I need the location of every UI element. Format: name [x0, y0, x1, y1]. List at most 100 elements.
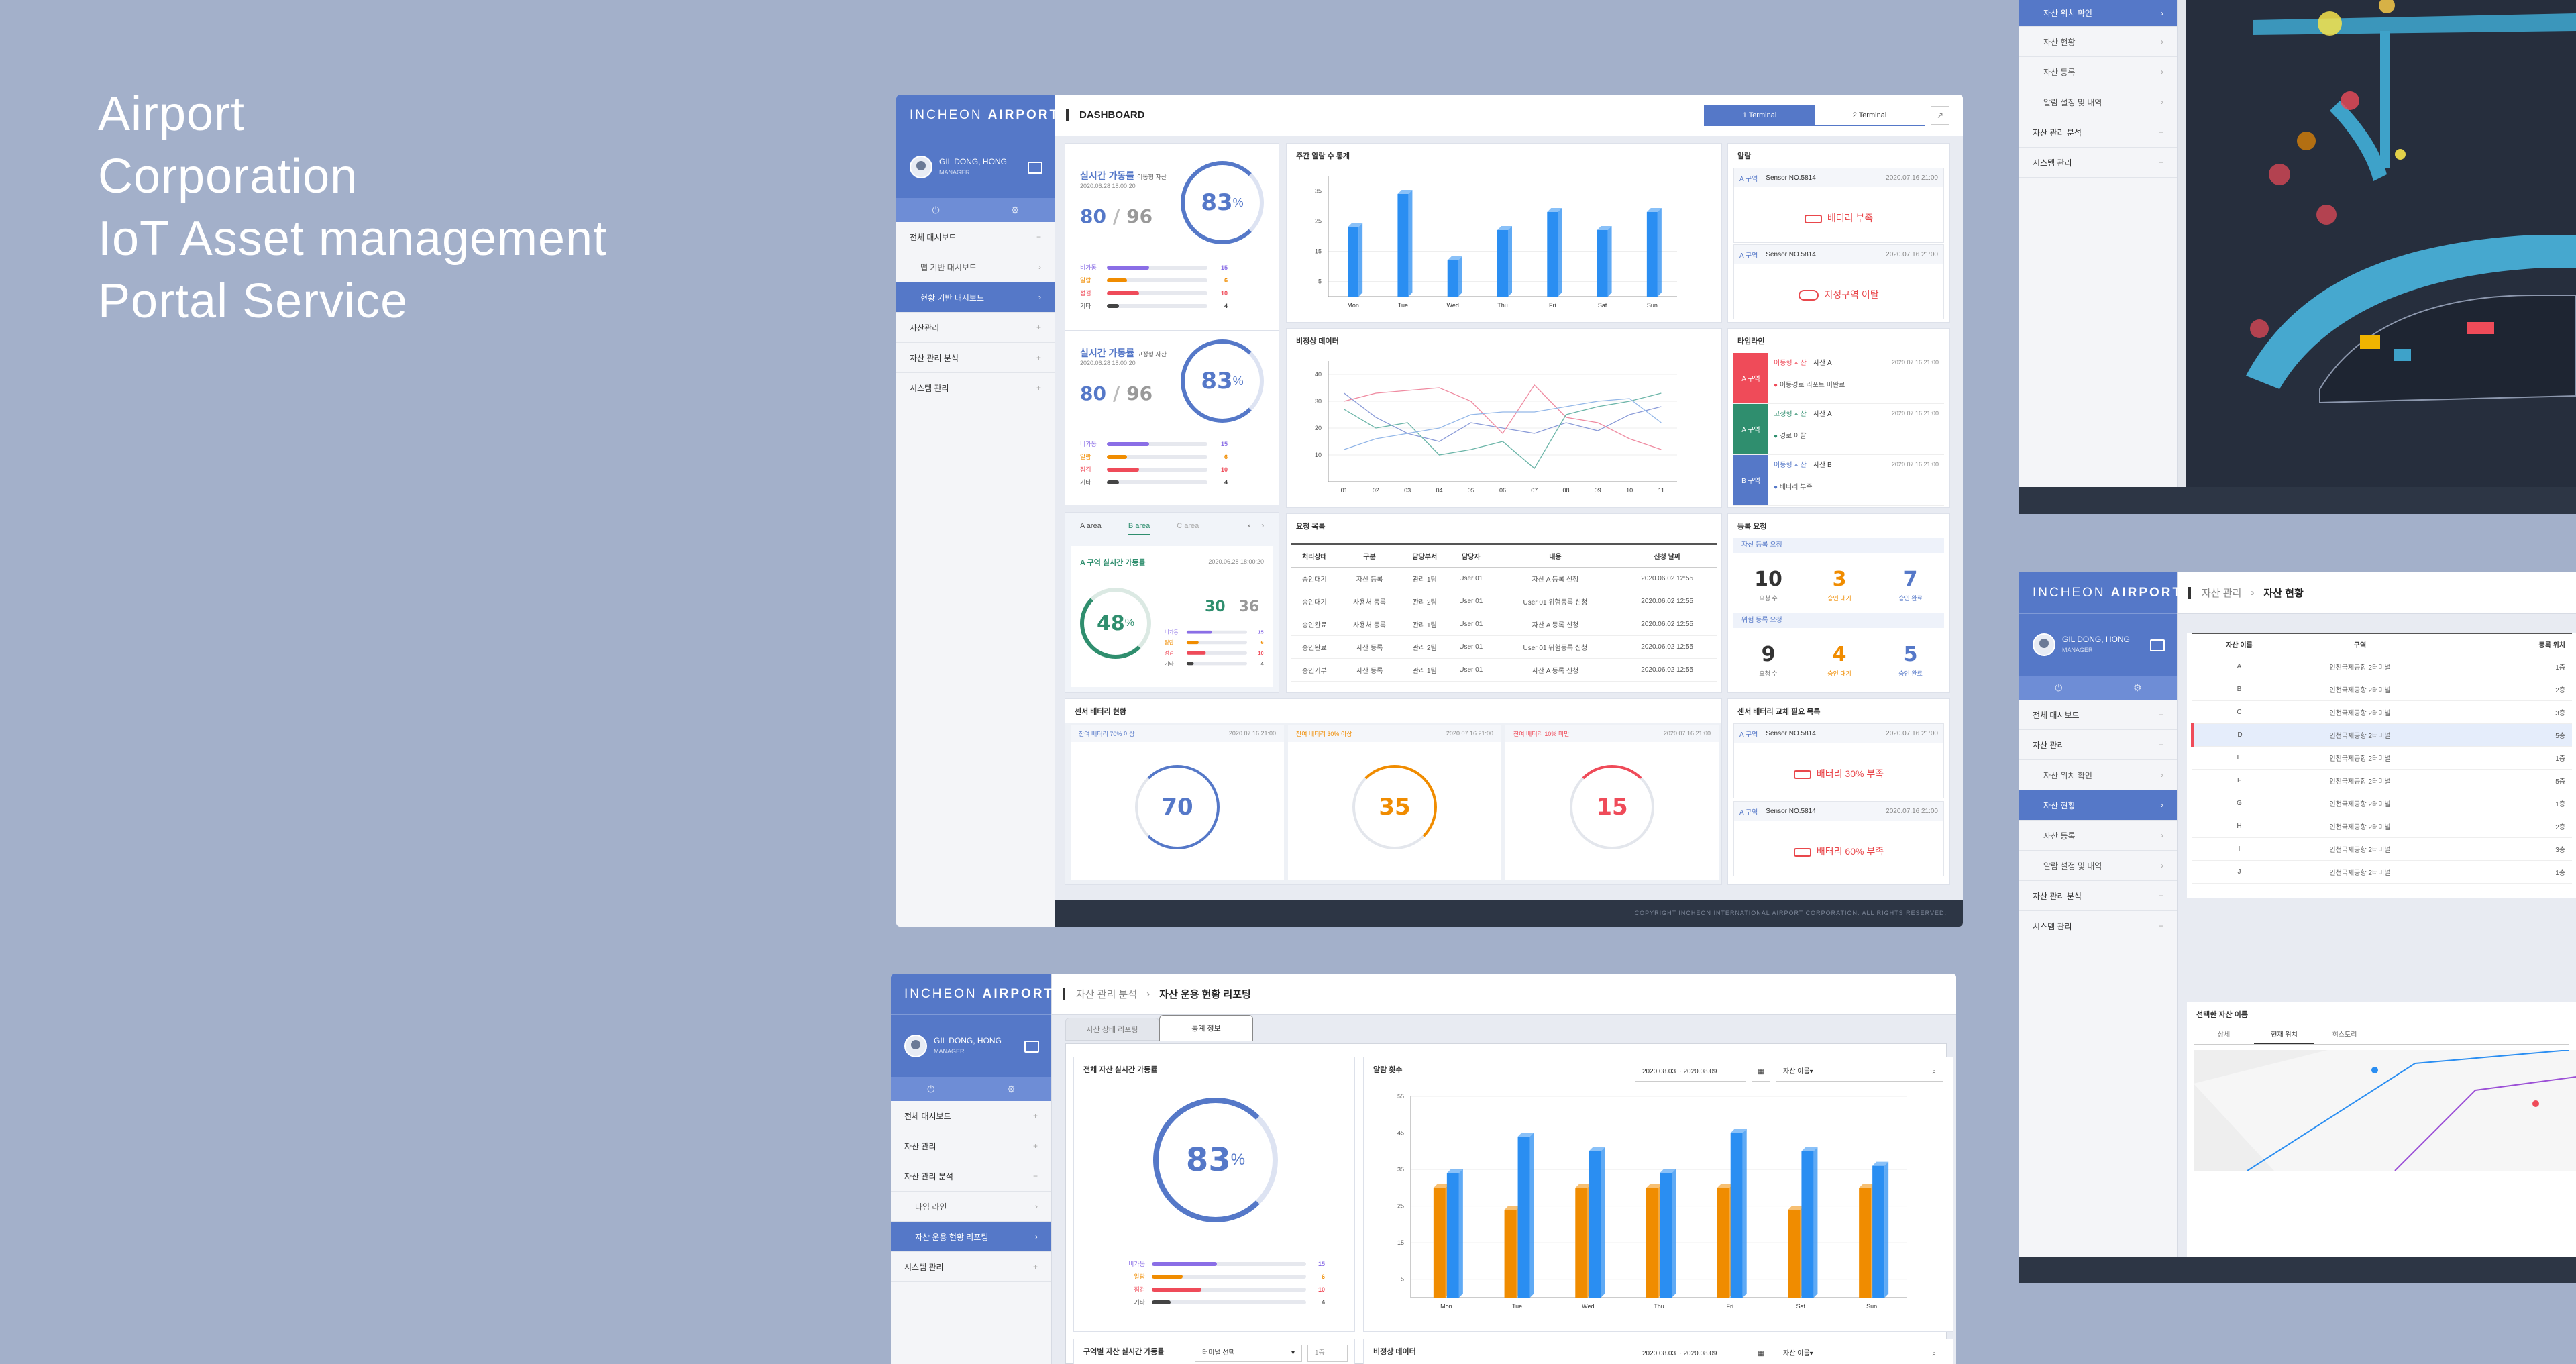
menu-analysis[interactable]: 자산 관리 분석 −	[891, 1161, 1051, 1192]
alarm-item[interactable]: A 구역 Sensor NO.5814 2020.07.16 21:00 지정구역 …	[1733, 244, 1944, 319]
bar[interactable]	[1801, 1151, 1814, 1298]
power-icon[interactable]: ⏻	[2055, 682, 2063, 693]
brand-logo[interactable]: INCHEON AIRPORT	[891, 974, 1052, 1015]
menu-system[interactable]: 시스템 관리 +	[896, 373, 1055, 403]
logout-icon[interactable]	[2150, 639, 2165, 651]
bar[interactable]	[1504, 1210, 1517, 1298]
gear-icon[interactable]: ⚙	[1006, 1084, 1016, 1094]
menu-status-dashboard[interactable]: 현황 기반 대시보드 ›	[896, 282, 1055, 313]
menu-analysis[interactable]: 자산 관리 분석 +	[2019, 881, 2177, 911]
table-row[interactable]: I 인천국제공항 2터미널 3층	[2192, 837, 2572, 861]
external-link-icon[interactable]: ↗	[1931, 105, 1949, 125]
location-map[interactable]	[2194, 1050, 2576, 1171]
menu-asset-location[interactable]: 자산 위치 확인 ›	[2019, 760, 2177, 790]
tab-area-b[interactable]: B area	[1128, 522, 1150, 535]
menu-asset-location[interactable]: 자산 위치 확인 ›	[2019, 0, 2177, 27]
timeline-item[interactable]: A 구역 고정형 자산 자산 A 2020.07.16 21:00 ● 경로 이탈	[1733, 404, 1944, 455]
menu-asset-register[interactable]: 자산 등록 ›	[2019, 821, 2177, 851]
tab-detail[interactable]: 상세	[2217, 1031, 2231, 1039]
brand-logo[interactable]: INCHEON AIRPORT	[896, 95, 1057, 136]
breadcrumb[interactable]: 자산 관리 분석	[1076, 989, 1138, 1000]
bar[interactable]	[1517, 1137, 1530, 1298]
gear-icon[interactable]: ⚙	[1010, 205, 1020, 215]
bar[interactable]	[1497, 230, 1508, 297]
date-range-field[interactable]: 2020.08.03 ~ 2020.08.09	[1635, 1063, 1746, 1082]
search-icon[interactable]: ⌕	[1932, 1350, 1936, 1357]
terminal-map[interactable]	[2186, 0, 2576, 487]
asset-select[interactable]: 자산 이름 ▾ ⌕	[1776, 1345, 1943, 1363]
series-line[interactable]	[1344, 398, 1662, 450]
menu-dashboard[interactable]: 전체 대시보드 −	[896, 222, 1055, 252]
tab-terminal-1[interactable]: 1 Terminal	[1705, 105, 1815, 125]
menu-alarm-settings[interactable]: 알람 설정 및 내역 ›	[2019, 87, 2177, 117]
avatar[interactable]	[904, 1035, 927, 1057]
bar[interactable]	[1397, 194, 1409, 297]
table-row[interactable]: 승인완료 자산 등록 관리 2팀 User 01 User 01 위험등록 신청 2020…	[1291, 635, 1717, 659]
table-row[interactable]: G 인천국제공항 2터미널 1층	[2192, 792, 2572, 815]
timeline-item[interactable]: A 구역 이동형 자산 자산 A 2020.07.16 21:00 ● 이동경로 리…	[1733, 353, 1944, 404]
table-row[interactable]: H 인천국제공항 2터미널 2층	[2192, 815, 2572, 838]
bar[interactable]	[1872, 1165, 1885, 1298]
menu-map-dashboard[interactable]: 맵 기반 대시보드 ›	[896, 252, 1055, 282]
menu-asset-status[interactable]: 자산 현황 ›	[2019, 27, 2177, 57]
breadcrumb[interactable]: 자산 관리	[2202, 588, 2242, 599]
table-row[interactable]: F 인천국제공항 2터미널 5층	[2192, 769, 2572, 792]
power-icon[interactable]: ⏻	[932, 205, 940, 215]
table-row[interactable]: J 인천국제공항 2터미널 1층	[2192, 860, 2572, 884]
bar[interactable]	[1348, 227, 1359, 297]
floor-select[interactable]: 1층	[1307, 1345, 1348, 1362]
menu-system[interactable]: 시스템 관리 +	[2019, 911, 2177, 941]
tab-statistics[interactable]: 통계 정보	[1159, 1015, 1253, 1041]
menu-dashboard[interactable]: 전체 대시보드 +	[2019, 700, 2177, 730]
replace-item[interactable]: A 구역 Sensor NO.5814 2020.07.16 21:00 배터리 3…	[1733, 723, 1944, 798]
gear-icon[interactable]: ⚙	[2133, 682, 2142, 693]
menu-analysis[interactable]: 자산 관리 분석 +	[2019, 117, 2177, 148]
menu-report[interactable]: 자산 운용 현황 리포팅 ›	[891, 1222, 1051, 1252]
bar[interactable]	[1660, 1173, 1672, 1298]
bar[interactable]	[1788, 1210, 1801, 1298]
table-row[interactable]: B 인천국제공항 2터미널 2층	[2192, 678, 2572, 701]
table-row[interactable]: 승인대기 자산 등록 관리 1팀 User 01 자산 A 등록 신청 2020.06.0…	[1291, 567, 1717, 590]
menu-asset[interactable]: 자산 관리 +	[891, 1131, 1051, 1161]
menu-asset-status[interactable]: 자산 현황 ›	[2019, 790, 2177, 821]
brand-logo[interactable]: INCHEON AIRPORT	[2019, 572, 2180, 614]
tab-terminal-2[interactable]: 2 Terminal	[1852, 111, 1887, 119]
tab-history[interactable]: 히스토리	[2332, 1031, 2357, 1039]
power-icon[interactable]: ⏻	[927, 1084, 935, 1094]
bar[interactable]	[1589, 1151, 1601, 1298]
bar[interactable]	[1730, 1133, 1743, 1298]
tab-status-report[interactable]: 자산 상태 리포팅	[1065, 1018, 1159, 1041]
table-row[interactable]: E 인천국제공항 2터미널 1층	[2192, 746, 2572, 770]
alarm-item[interactable]: A 구역 Sensor NO.5814 2020.07.16 21:00 배터리 부…	[1733, 168, 1944, 243]
menu-system[interactable]: 시스템 관리 +	[891, 1252, 1051, 1282]
search-icon[interactable]: ⌕	[1932, 1068, 1936, 1076]
date-range-field[interactable]: 2020.08.03 ~ 2020.08.09	[1635, 1345, 1746, 1363]
asset-select[interactable]: 자산 이름 ▾ ⌕	[1776, 1063, 1943, 1082]
chevron-right-icon[interactable]: ›	[1261, 522, 1264, 530]
calendar-icon[interactable]: ▦	[1752, 1345, 1770, 1363]
chevron-left-icon[interactable]: ‹	[1248, 522, 1251, 530]
logout-icon[interactable]	[1028, 162, 1042, 174]
menu-dashboard[interactable]: 전체 대시보드 +	[891, 1101, 1051, 1131]
bar[interactable]	[1447, 260, 1458, 297]
calendar-icon[interactable]: ▦	[1752, 1063, 1770, 1082]
bar[interactable]	[1859, 1188, 1872, 1298]
table-row[interactable]: 승인완료 사용처 등록 관리 1팀 User 01 자산 A 등록 신청 2020.06.…	[1291, 613, 1717, 636]
table-row[interactable]: 승인대기 사용처 등록 관리 2팀 User 01 User 01 위험등록 신청 202…	[1291, 590, 1717, 613]
menu-asset[interactable]: 자산관리 +	[896, 313, 1055, 343]
tab-current-location[interactable]: 현재 위치	[2254, 1027, 2314, 1044]
series-line[interactable]	[1344, 392, 1662, 442]
tab-area-c[interactable]: C area	[1177, 522, 1199, 530]
tab-area-a[interactable]: A area	[1080, 522, 1102, 530]
menu-timeline[interactable]: 타임 라인 ›	[891, 1192, 1051, 1222]
bar[interactable]	[1433, 1188, 1446, 1298]
table-row[interactable]: 승인거부 자산 등록 관리 1팀 User 01 자산 A 등록 신청 2020.06.0…	[1291, 658, 1717, 682]
logout-icon[interactable]	[1024, 1041, 1039, 1053]
bar[interactable]	[1717, 1188, 1729, 1298]
table-row[interactable]: C 인천국제공항 2터미널 3층	[2192, 700, 2572, 724]
replace-item[interactable]: A 구역 Sensor NO.5814 2020.07.16 21:00 배터리 6…	[1733, 801, 1944, 876]
terminal-select[interactable]: 터미널 선택 ▾	[1195, 1345, 1302, 1362]
series-line[interactable]	[1344, 384, 1662, 450]
table-row[interactable]: D 인천국제공항 2터미널 5층	[2191, 723, 2572, 747]
table-row[interactable]: A 인천국제공항 2터미널 1층	[2192, 655, 2572, 678]
